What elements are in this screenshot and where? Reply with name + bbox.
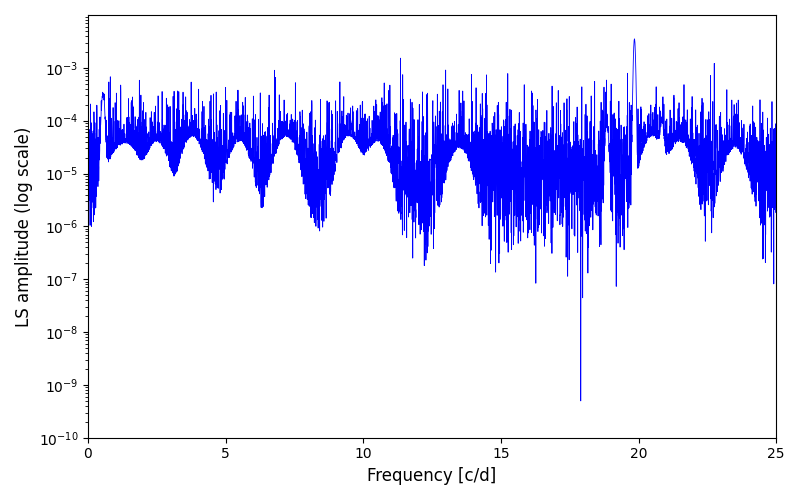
X-axis label: Frequency [c/d]: Frequency [c/d] [367, 467, 497, 485]
Y-axis label: LS amplitude (log scale): LS amplitude (log scale) [15, 126, 33, 326]
